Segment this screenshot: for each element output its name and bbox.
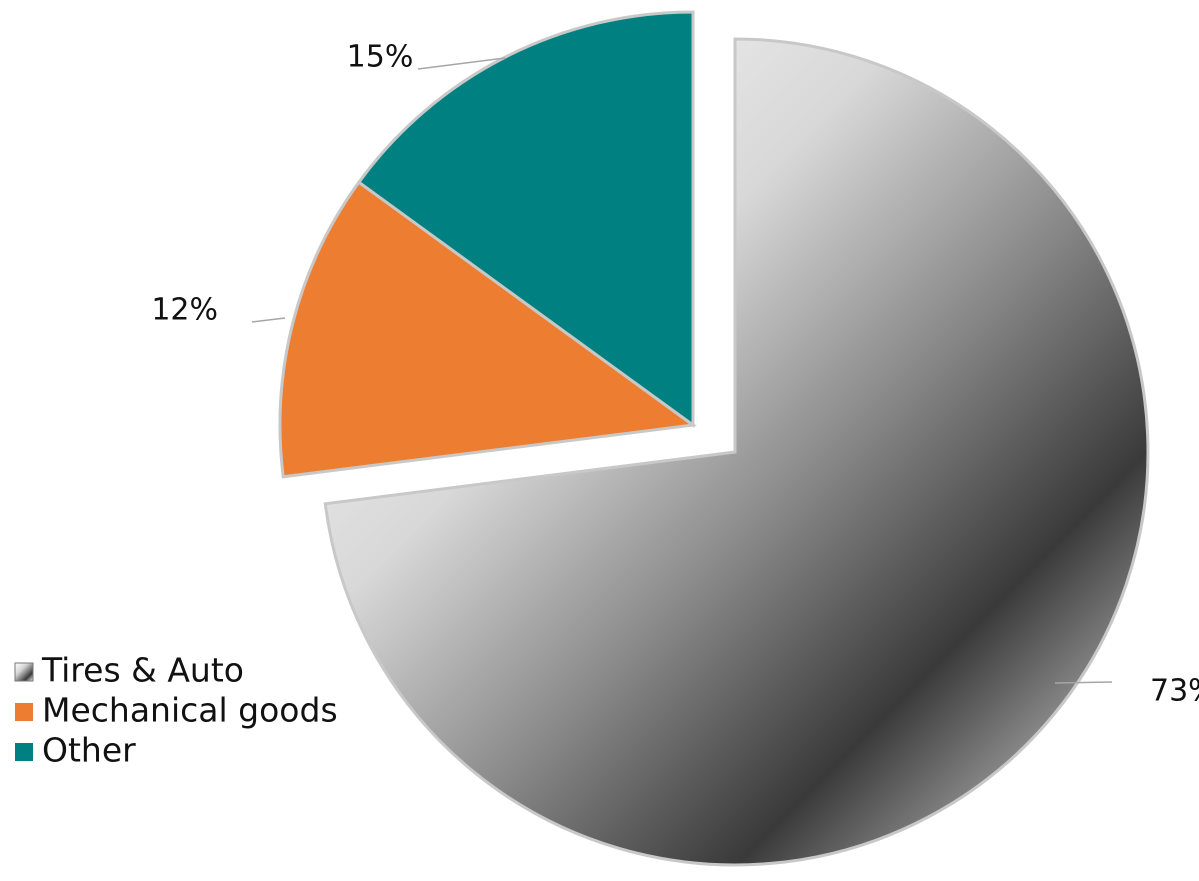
- data-label: 15%: [347, 40, 414, 75]
- legend-swatch: [15, 703, 33, 721]
- leader-line: [251, 317, 286, 323]
- legend-swatch: [15, 743, 33, 761]
- data-label: 12%: [151, 293, 218, 328]
- pie-slice: [323, 37, 1150, 867]
- pie-slice: [278, 180, 697, 479]
- legend-swatch: [14, 662, 34, 682]
- data-label: 73%: [1150, 674, 1199, 709]
- leader-line: [417, 57, 506, 70]
- legend-label: Other: [42, 731, 136, 770]
- leader-line: [1054, 681, 1113, 684]
- data-labels: 73% 12% 15%: [151, 40, 1199, 709]
- legend-label: Tires & Auto: [41, 651, 244, 690]
- legend-label: Mechanical goods: [42, 691, 338, 730]
- pie-slice: [356, 10, 695, 428]
- pie: [278, 10, 1150, 867]
